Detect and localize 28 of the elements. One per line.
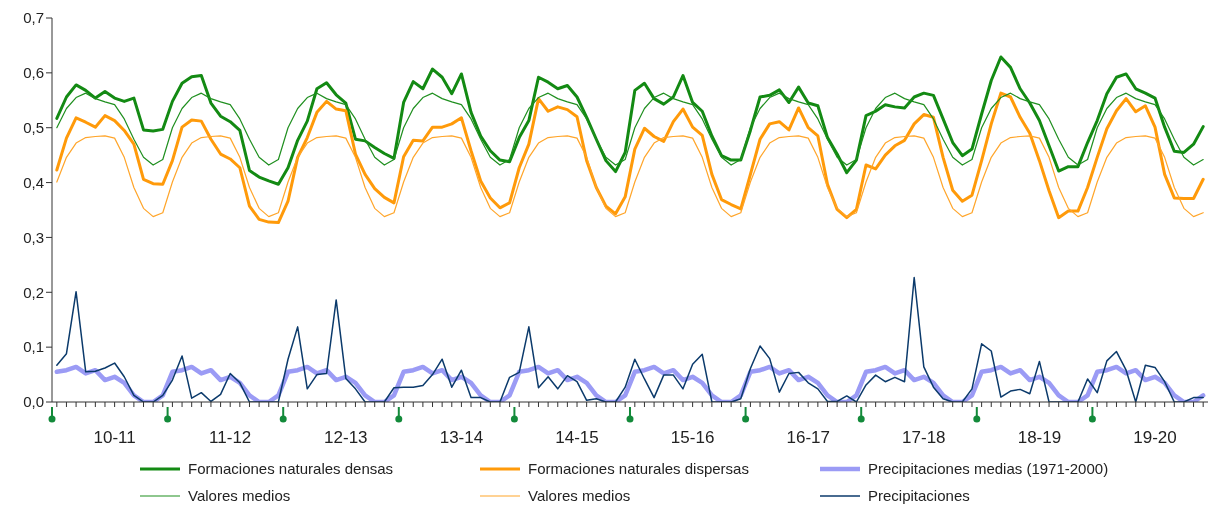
x-tick-label: 11-12 (209, 428, 252, 447)
y-tick-label: 0,1 (23, 338, 44, 356)
line-series (56, 135, 1204, 218)
x-tick-label: 14-15 (555, 428, 599, 447)
y-tick-label: 0,7 (23, 9, 44, 27)
legend-label: Valores medios (188, 487, 291, 504)
x-tick-label: 16-17 (786, 428, 830, 447)
y-tick-label: 0,3 (23, 228, 44, 246)
y-tick-label: 0,6 (23, 64, 44, 82)
x-tick-label: 17-18 (902, 428, 946, 447)
legend-label: Valores medios (528, 487, 631, 504)
x-tick-label: 19-20 (1133, 428, 1177, 447)
legend-label: Formaciones naturales dispersas (528, 460, 749, 477)
legend-label: Formaciones naturales densas (188, 460, 394, 477)
line-series (55, 91, 1205, 225)
line-series (55, 55, 1205, 186)
y-tick-label: 0,5 (23, 119, 44, 137)
legend-label: Precipitaciones (868, 487, 970, 504)
line-series (56, 276, 1204, 402)
y-tick-label: 0,2 (23, 283, 44, 301)
y-tick-label: 0,4 (23, 173, 44, 191)
x-tick-label: 15-16 (670, 428, 715, 447)
legend-label: Precipitaciones medias (1971-2000) (868, 460, 1109, 477)
x-tick-label: 18-19 (1017, 428, 1062, 447)
x-tick-label: 12-13 (324, 428, 368, 447)
y-tick-label: 0,0 (23, 393, 44, 411)
x-tick-label: 10-11 (93, 428, 136, 447)
x-tick-label: 13-14 (439, 428, 484, 447)
